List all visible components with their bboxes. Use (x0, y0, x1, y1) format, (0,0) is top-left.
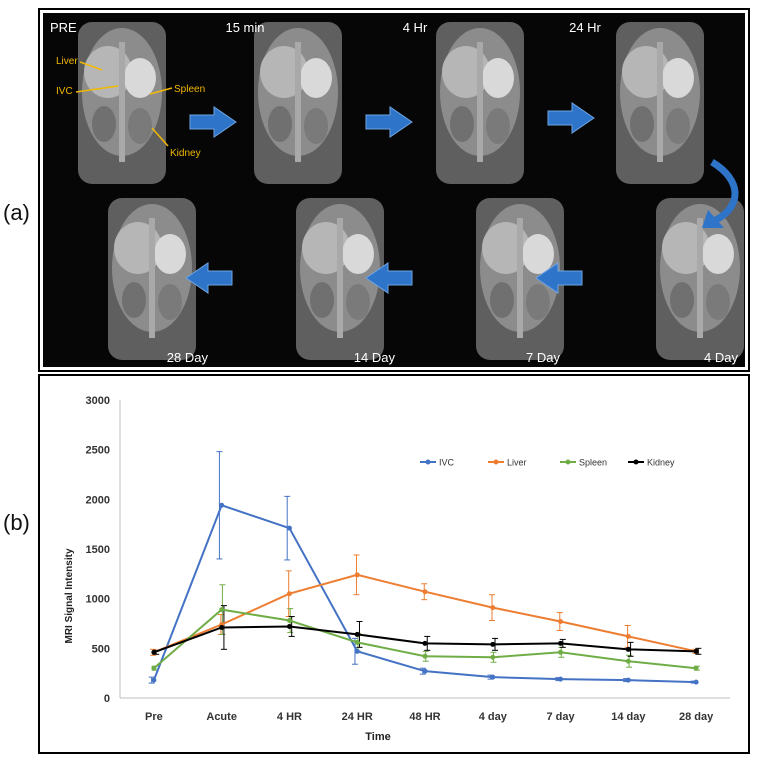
timepoint-label-2: 4 Hr (403, 20, 428, 35)
legend-label-kidney: Kidney (647, 458, 675, 468)
data-point-liver-7 (625, 633, 631, 639)
data-point-ivc-1 (219, 502, 225, 508)
timepoint-label-7: 28 Day (167, 350, 209, 365)
mri-image-grid: PRE 15 min 4 Hr 24 Hr 4 Day 7 Day 14 Day 28 Day… (43, 13, 745, 367)
data-point-ivc-5 (490, 674, 496, 680)
anatomy-label-3: Kidney (170, 148, 201, 159)
mri-scan-2 (436, 22, 524, 184)
data-point-ivc-0 (151, 677, 157, 683)
chart-panel: 0 500 1000 1500 2000 2500 3000 Pre Acute 4 HR 24 H… (38, 374, 750, 754)
data-point-spleen-5 (490, 654, 496, 660)
data-point-kidney-2 (286, 623, 292, 629)
panel-label-a: (a) (3, 200, 30, 225)
y-tick-label-0: 0 (104, 693, 110, 705)
data-point-spleen-7 (625, 658, 631, 664)
data-point-liver-4 (422, 589, 428, 595)
y-tick-label-3: 1500 (86, 544, 110, 556)
anatomy-label-0: Liver (56, 56, 78, 67)
y-axis-title: MRI Signal Intensity (64, 548, 75, 643)
arrow-left-2 (365, 262, 413, 294)
data-point-kidney-1 (219, 624, 225, 630)
data-point-liver-3 (354, 572, 360, 578)
y-tick-label-2: 1000 (86, 594, 110, 606)
x-tick-label-7: 14 day (611, 711, 646, 723)
x-tick-label-4: 48 HR (409, 711, 440, 723)
timepoint-label-6: 14 Day (354, 350, 396, 365)
series-line-kidney (153, 625, 697, 654)
arrow-left-1 (185, 262, 233, 294)
x-axis-title: Time (365, 731, 390, 743)
anatomy-label-2: Spleen (174, 84, 205, 95)
timepoint-label-5: 7 Day (526, 350, 560, 365)
data-point-kidney-0 (151, 649, 157, 655)
data-point-ivc-7 (625, 677, 631, 683)
data-point-kidney-4 (422, 640, 428, 646)
data-point-spleen-0 (151, 665, 157, 671)
data-point-ivc-3 (354, 648, 360, 654)
mri-scan-7 (108, 198, 196, 360)
mri-scan-0 (78, 22, 166, 184)
x-tick-label-0: Pre (145, 711, 163, 723)
timepoint-label-0: PRE (50, 20, 77, 35)
curved-arrow-down (710, 158, 739, 224)
legend-item-spleen: Spleen (560, 458, 607, 468)
mri-scan-4 (656, 198, 744, 360)
y-tick-label-6: 3000 (86, 395, 110, 407)
legend-item-liver: Liver (488, 458, 527, 468)
mri-image-panel: PRE 15 min 4 Hr 24 Hr 4 Day 7 Day 14 Day 28 Day… (38, 8, 750, 372)
data-point-liver-5 (490, 605, 496, 611)
legend-item-ivc: IVC (420, 458, 455, 468)
legend-label-liver: Liver (507, 458, 527, 468)
data-point-spleen-4 (422, 653, 428, 659)
data-point-kidney-5 (490, 641, 496, 647)
line-chart: 0 500 1000 1500 2000 2500 3000 Pre Acute 4 HR 24 H… (64, 395, 730, 743)
x-tick-label-8: 28 day (679, 711, 714, 723)
data-point-kidney-8 (693, 648, 699, 654)
timepoint-label-1: 15 min (225, 20, 264, 35)
data-point-ivc-4 (422, 668, 428, 674)
timepoint-label-3: 24 Hr (569, 20, 601, 35)
mri-scan-5 (476, 198, 564, 360)
data-point-ivc-6 (558, 676, 564, 682)
data-point-spleen-8 (693, 665, 699, 671)
y-tick-label-4: 2000 (86, 494, 110, 506)
x-tick-label-3: 24 HR (342, 711, 373, 723)
arrow-right-3 (547, 102, 595, 134)
data-point-ivc-8 (693, 679, 699, 685)
x-tick-label-2: 4 HR (277, 711, 302, 723)
legend-label-spleen: Spleen (579, 458, 607, 468)
x-tick-label-6: 7 day (546, 711, 575, 723)
mri-scan-3 (616, 22, 704, 184)
data-point-kidney-3 (354, 631, 360, 637)
data-point-liver-6 (558, 619, 564, 625)
arrow-right-2 (365, 106, 413, 138)
legend-label-ivc: IVC (439, 458, 455, 468)
timepoint-label-4: 4 Day (704, 350, 738, 365)
data-point-kidney-7 (625, 646, 631, 652)
series-line-liver (153, 573, 697, 654)
arrow-right-1 (189, 106, 237, 138)
y-tick-label-5: 2500 (86, 445, 110, 457)
data-point-ivc-2 (286, 525, 292, 531)
annotation-arrow-1 (75, 85, 119, 93)
panel-label-b: (b) (3, 510, 30, 535)
data-point-spleen-3 (354, 639, 360, 645)
data-point-spleen-6 (558, 649, 564, 655)
x-tick-label-5: 4 day (479, 711, 508, 723)
data-point-spleen-1 (219, 607, 225, 613)
annotation-arrow-0 (79, 61, 103, 71)
x-tick-label-1: Acute (206, 711, 237, 723)
mri-scan-6 (296, 198, 384, 360)
data-point-spleen-2 (286, 618, 292, 624)
y-tick-label-1: 500 (92, 643, 110, 655)
arrow-left-3 (535, 262, 583, 294)
mri-scan-1 (254, 22, 342, 184)
annotation-arrow-2 (149, 87, 173, 95)
legend-item-kidney: Kidney (628, 458, 675, 468)
annotation-arrow-3 (151, 127, 169, 147)
anatomy-label-1: IVC (56, 86, 73, 97)
curved-arrow-head (702, 210, 724, 228)
data-point-kidney-6 (558, 640, 564, 646)
data-point-liver-2 (286, 591, 292, 597)
